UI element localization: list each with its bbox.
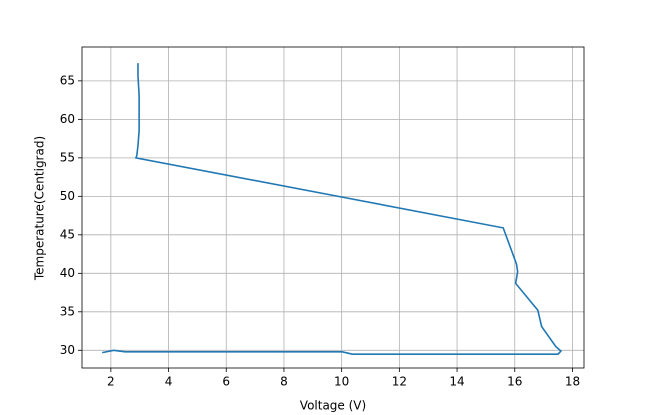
y-tick-label: 55 <box>60 150 75 164</box>
y-tick-label: 30 <box>60 343 75 357</box>
y-tick-label: 35 <box>60 304 75 318</box>
y-tick-label: 45 <box>60 227 75 241</box>
x-tick-label: 12 <box>392 375 407 389</box>
y-tick-label: 60 <box>60 112 75 126</box>
x-tick-label: 2 <box>107 375 115 389</box>
y-tick-label: 50 <box>60 189 75 203</box>
data-line <box>102 63 563 355</box>
plot-frame <box>81 46 585 369</box>
x-tick-label: 14 <box>449 375 464 389</box>
x-tick-label: 8 <box>280 375 288 389</box>
x-tick-label: 6 <box>222 375 230 389</box>
x-tick-label: 10 <box>334 375 349 389</box>
x-tick-label: 4 <box>165 375 173 389</box>
x-tick-label: 16 <box>507 375 522 389</box>
x-axis-label: Voltage (V) <box>300 399 366 413</box>
y-tick-label: 40 <box>60 266 75 280</box>
y-axis-label: Temperature(Centigrad) <box>33 136 47 281</box>
x-tick-label: 18 <box>565 375 580 389</box>
y-tick-label: 65 <box>60 73 75 87</box>
